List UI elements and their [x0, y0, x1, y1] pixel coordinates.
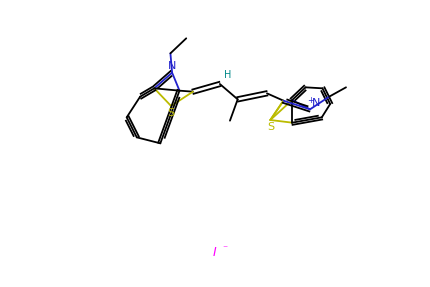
Text: S: S: [167, 108, 174, 118]
Text: S: S: [266, 122, 273, 132]
Text: N: N: [168, 61, 176, 71]
Text: H: H: [223, 70, 231, 80]
Text: I: I: [212, 245, 216, 259]
Text: ⁻: ⁻: [221, 244, 227, 254]
Text: +: +: [306, 96, 313, 105]
Text: N: N: [311, 98, 319, 108]
